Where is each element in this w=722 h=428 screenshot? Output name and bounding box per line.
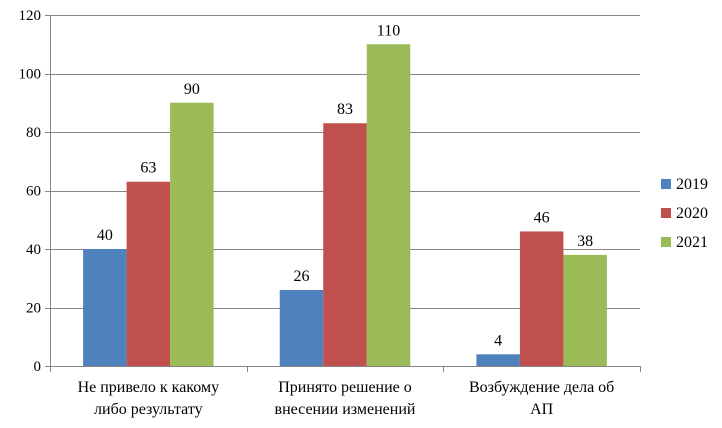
- axes: [45, 15, 641, 372]
- data-label: 26: [294, 268, 310, 285]
- y-tick-label: 100: [19, 67, 42, 83]
- legend-swatch-2020: [661, 208, 671, 218]
- category-label: АП: [530, 401, 554, 418]
- y-tick-label: 60: [26, 184, 41, 200]
- data-labels: 40 63 90 26 83 110 4 46 38: [97, 22, 593, 349]
- data-label: 46: [534, 209, 550, 226]
- y-tick-label: 120: [19, 8, 42, 24]
- legend-swatch-2021: [661, 237, 671, 247]
- legend: 2019 2020 2021: [661, 176, 708, 251]
- category-label: либо результату: [94, 401, 203, 418]
- legend-label: 2021: [676, 234, 708, 251]
- bar-2021: [170, 102, 214, 366]
- category-label: Не привело к какому: [78, 379, 220, 396]
- data-label: 83: [337, 101, 353, 118]
- data-label: 90: [184, 81, 200, 98]
- data-label: 4: [494, 332, 502, 349]
- bar-2021: [366, 44, 411, 366]
- category-label: Возбуждение дела об: [469, 379, 614, 396]
- legend-label: 2019: [676, 176, 708, 193]
- legend-swatch-2019: [661, 179, 671, 189]
- category-label: Принято решение о: [278, 379, 412, 396]
- bar-2021: [563, 254, 607, 366]
- y-tick-label: 40: [26, 242, 41, 258]
- y-tick-label: 20: [26, 301, 41, 317]
- y-tick-labels: 0 20 40 60 80 100 120: [19, 8, 42, 375]
- data-label: 110: [377, 22, 400, 39]
- data-label: 40: [97, 227, 113, 244]
- y-tick-label: 0: [34, 359, 42, 375]
- bar-2020: [126, 181, 171, 366]
- bar-2019: [83, 249, 127, 366]
- data-label: 38: [577, 233, 593, 250]
- category-label: внесении изменений: [275, 401, 416, 418]
- bars: [83, 44, 607, 366]
- data-label: 63: [140, 160, 156, 177]
- bar-2020: [519, 231, 564, 366]
- legend-label: 2020: [676, 205, 708, 222]
- bar-2019: [279, 289, 324, 366]
- bar-2019: [476, 354, 520, 366]
- category-labels: Не привело к какому либо результату Принят…: [78, 379, 615, 418]
- y-tick-label: 80: [26, 125, 41, 141]
- bar-2020: [323, 123, 367, 366]
